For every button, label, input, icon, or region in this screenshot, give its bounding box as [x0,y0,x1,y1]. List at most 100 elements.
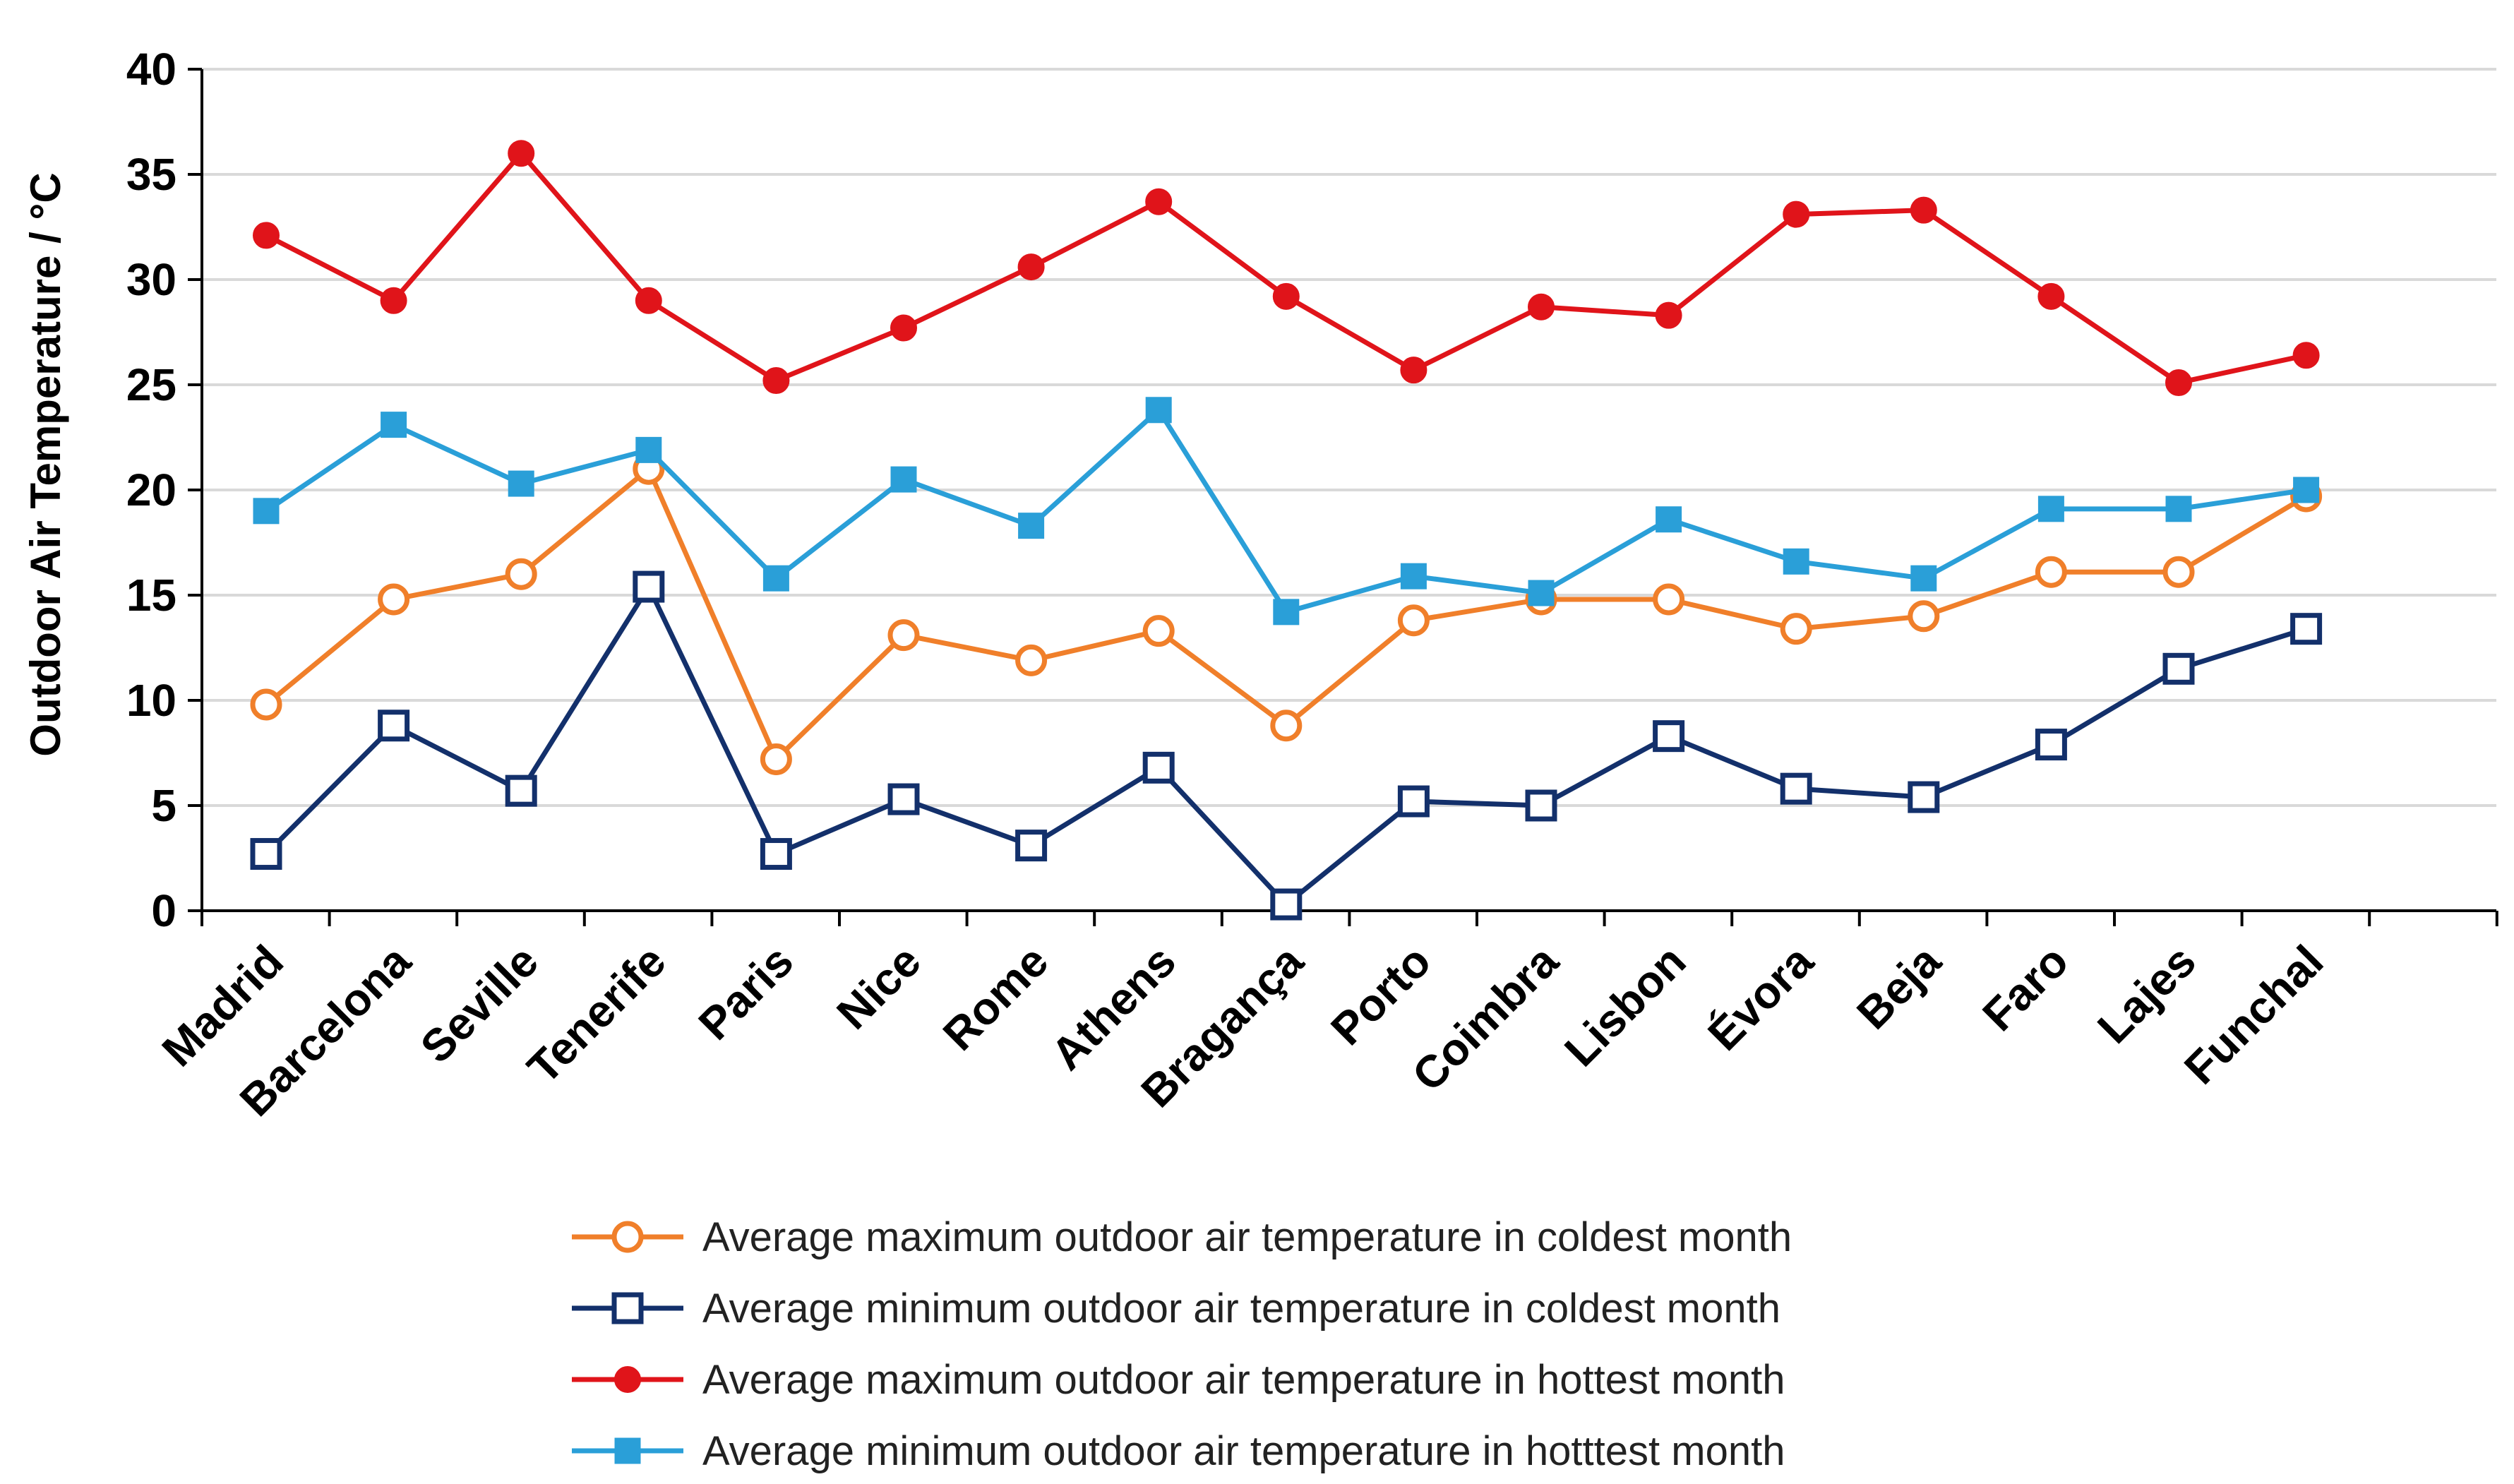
series-0-point-0 [250,688,282,721]
series-2-point-11 [1655,301,1682,329]
legend: Average maximum outdoor air temperature … [572,1214,1792,1474]
y-tick-label-0: 0 [151,885,176,936]
x-tick-label-16: Funchal [2174,935,2333,1094]
series-3-point-10 [1528,580,1555,606]
legend-label-0: Average maximum outdoor air temperature … [702,1214,1792,1260]
legend-entry-1: Average minimum outdoor air temperature … [572,1286,1780,1332]
y-tick-label-10: 10 [126,675,176,726]
series-1-point-4 [760,838,792,870]
legend-label-1: Average minimum outdoor air temperature … [702,1286,1780,1332]
y-tick-label-25: 25 [126,359,176,410]
y-tick-label-35: 35 [126,149,176,200]
legend-entry-3: Average minimum outdoor air temperature … [572,1428,1785,1474]
series-2-point-6 [1017,253,1045,281]
series-0-point-6 [1015,644,1048,676]
series-3-point-15 [2165,496,2192,522]
series-1-point-12 [1780,772,1812,805]
legend-label-2: Average maximum outdoor air temperature … [702,1357,1785,1403]
series-3-point-12 [1783,548,1809,575]
series-line-1 [264,584,2307,907]
series-0-point-8 [1270,710,1303,742]
series-1-point-7 [1142,751,1175,784]
series-1-point-9 [1397,785,1430,818]
series-1-point-15 [2162,652,2195,685]
y-tick-label-30: 30 [126,254,176,305]
series-3-point-6 [1018,513,1045,539]
series-line-3 [265,407,2307,615]
series-layer [250,140,2323,921]
series-1-point-0 [250,838,282,870]
x-tick-label-9: Porto [1321,935,1440,1055]
series-1 [250,570,2323,921]
series-3-point-5 [890,466,917,493]
series-2-point-8 [1272,282,1300,310]
series-3-point-13 [1910,565,1937,592]
series-1-point-3 [633,570,665,603]
series-3-point-7 [1145,397,1172,424]
series-0-point-13 [1908,600,1940,633]
series-3-point-14 [2037,496,2064,522]
series-2-point-15 [2165,369,2192,397]
series-2-point-0 [253,222,280,249]
legend-entry-0: Average maximum outdoor air temperature … [572,1214,1792,1260]
series-2-point-3 [635,287,662,314]
x-tick-label-11: Lisbon [1555,935,1695,1076]
series-3-point-9 [1400,563,1427,590]
series-2-point-16 [2292,342,2320,369]
series-2-point-10 [1528,293,1555,321]
series-0-point-5 [887,619,920,652]
series-0-point-7 [1142,615,1175,647]
series-0-point-11 [1653,583,1685,616]
y-tick-label-15: 15 [126,570,176,621]
series-1-point-1 [378,710,410,742]
series-0-point-14 [2035,556,2067,588]
series-1-point-13 [1908,781,1940,813]
axes [188,68,2498,926]
series-3-point-4 [762,565,789,592]
legend-label-3: Average minimum outdoor air temperature … [702,1428,1785,1474]
series-2 [253,140,2320,397]
series-3-point-16 [2293,477,2320,503]
series-3-point-8 [1273,599,1300,626]
series-0-point-12 [1780,613,1812,645]
series-1-point-11 [1653,720,1685,753]
series-2-point-9 [1400,357,1427,384]
x-tick-label-12: Évora [1698,935,1823,1060]
series-0-point-1 [378,583,410,616]
series-line-2 [265,150,2307,385]
series-0-point-2 [505,558,537,590]
series-3-point-1 [381,412,407,438]
series-2-point-5 [890,314,917,342]
legend-entry-2: Average maximum outdoor air temperature … [572,1357,1785,1403]
series-1-point-16 [2290,613,2323,645]
y-tick-label-5: 5 [151,780,176,831]
legend-swatch-marker-3 [614,1437,641,1464]
series-0-point-15 [2162,556,2195,588]
series-2-point-12 [1783,201,1810,228]
series-3 [253,397,2320,626]
y-tick-label-40: 40 [126,44,176,95]
x-tick-label-13: Beja [1847,935,1951,1039]
x-tick-label-4: Paris [689,935,803,1050]
x-tick-label-6: Rome [933,935,1058,1060]
legend-swatch-marker-1 [611,1292,644,1324]
series-1-point-5 [887,783,920,815]
series-1-point-10 [1525,789,1557,822]
legend-swatch-marker-2 [614,1366,641,1393]
x-tick-label-3: Tenerife [517,935,676,1094]
y-axis-label: Outdoor Air Temperature / °C [22,172,69,756]
legend-swatch-marker-0 [611,1221,644,1253]
series-1-point-14 [2035,729,2067,761]
series-0-point-9 [1397,604,1430,637]
x-tick-label-5: Nice [827,935,930,1039]
x-tick-label-15: Lajes [2088,935,2205,1053]
series-3-point-0 [253,498,280,525]
series-3-point-2 [508,470,534,497]
series-2-point-7 [1145,188,1173,215]
series-2-point-4 [762,367,790,395]
series-0-point-4 [760,743,792,775]
series-2-point-1 [380,287,407,314]
series-3-point-3 [635,436,662,463]
